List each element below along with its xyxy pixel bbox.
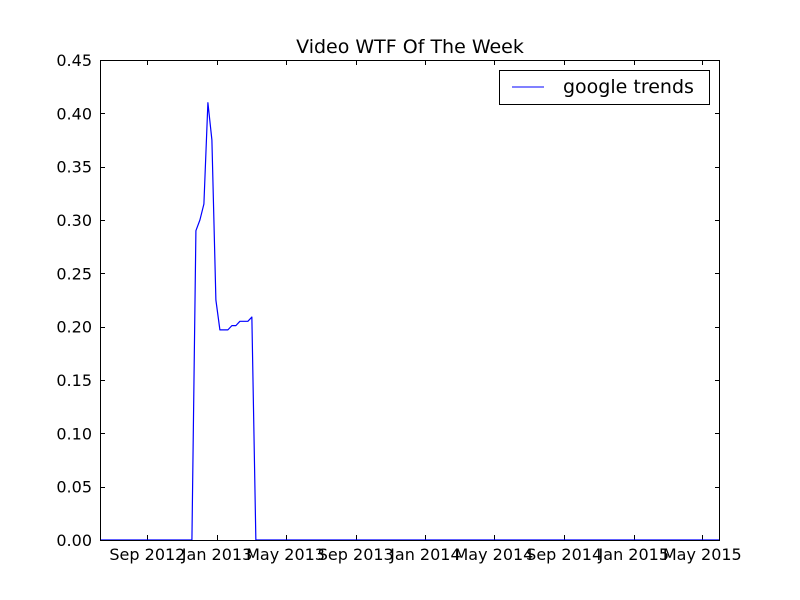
y-tick-label-4: 0.20: [56, 318, 92, 337]
x-tick-label-0: Sep 2012: [109, 545, 185, 564]
x-tick-label-1: Jan 2013: [181, 545, 252, 564]
y-tick-label-8: 0.40: [56, 104, 92, 123]
x-tick-label-3: Sep 2013: [318, 545, 394, 564]
legend-label-google-trends: google trends: [563, 76, 694, 98]
x-tick-label-5: May 2014: [454, 545, 533, 564]
legend: google trends: [499, 70, 710, 105]
y-tick-label-5: 0.25: [56, 264, 92, 283]
x-tick-label-8: May 2015: [663, 545, 742, 564]
x-tick-label-4: Jan 2014: [389, 545, 460, 564]
y-tick-label-0: 0.00: [56, 531, 92, 550]
series-line-0: [100, 102, 720, 541]
plot-frame: [100, 60, 720, 541]
x-tick-label-6: Sep 2014: [526, 545, 602, 564]
y-tick-label-7: 0.35: [56, 158, 92, 177]
x-tick-label-7: Jan 2015: [598, 545, 669, 564]
y-tick-label-1: 0.05: [56, 478, 92, 497]
chart-title: Video WTF Of The Week: [296, 36, 524, 58]
y-tick-label-9: 0.45: [56, 51, 92, 70]
x-tick-label-2: May 2013: [246, 545, 325, 564]
y-tick-label-2: 0.10: [56, 424, 92, 443]
tick-layer: 0.00 0.05 0.10 0.15 0.20 0.25 0.30 0.35 0.40 0.45…: [56, 51, 741, 564]
y-tick-label-6: 0.30: [56, 211, 92, 230]
y-tick-label-3: 0.15: [56, 371, 92, 390]
series-layer: [100, 102, 720, 541]
